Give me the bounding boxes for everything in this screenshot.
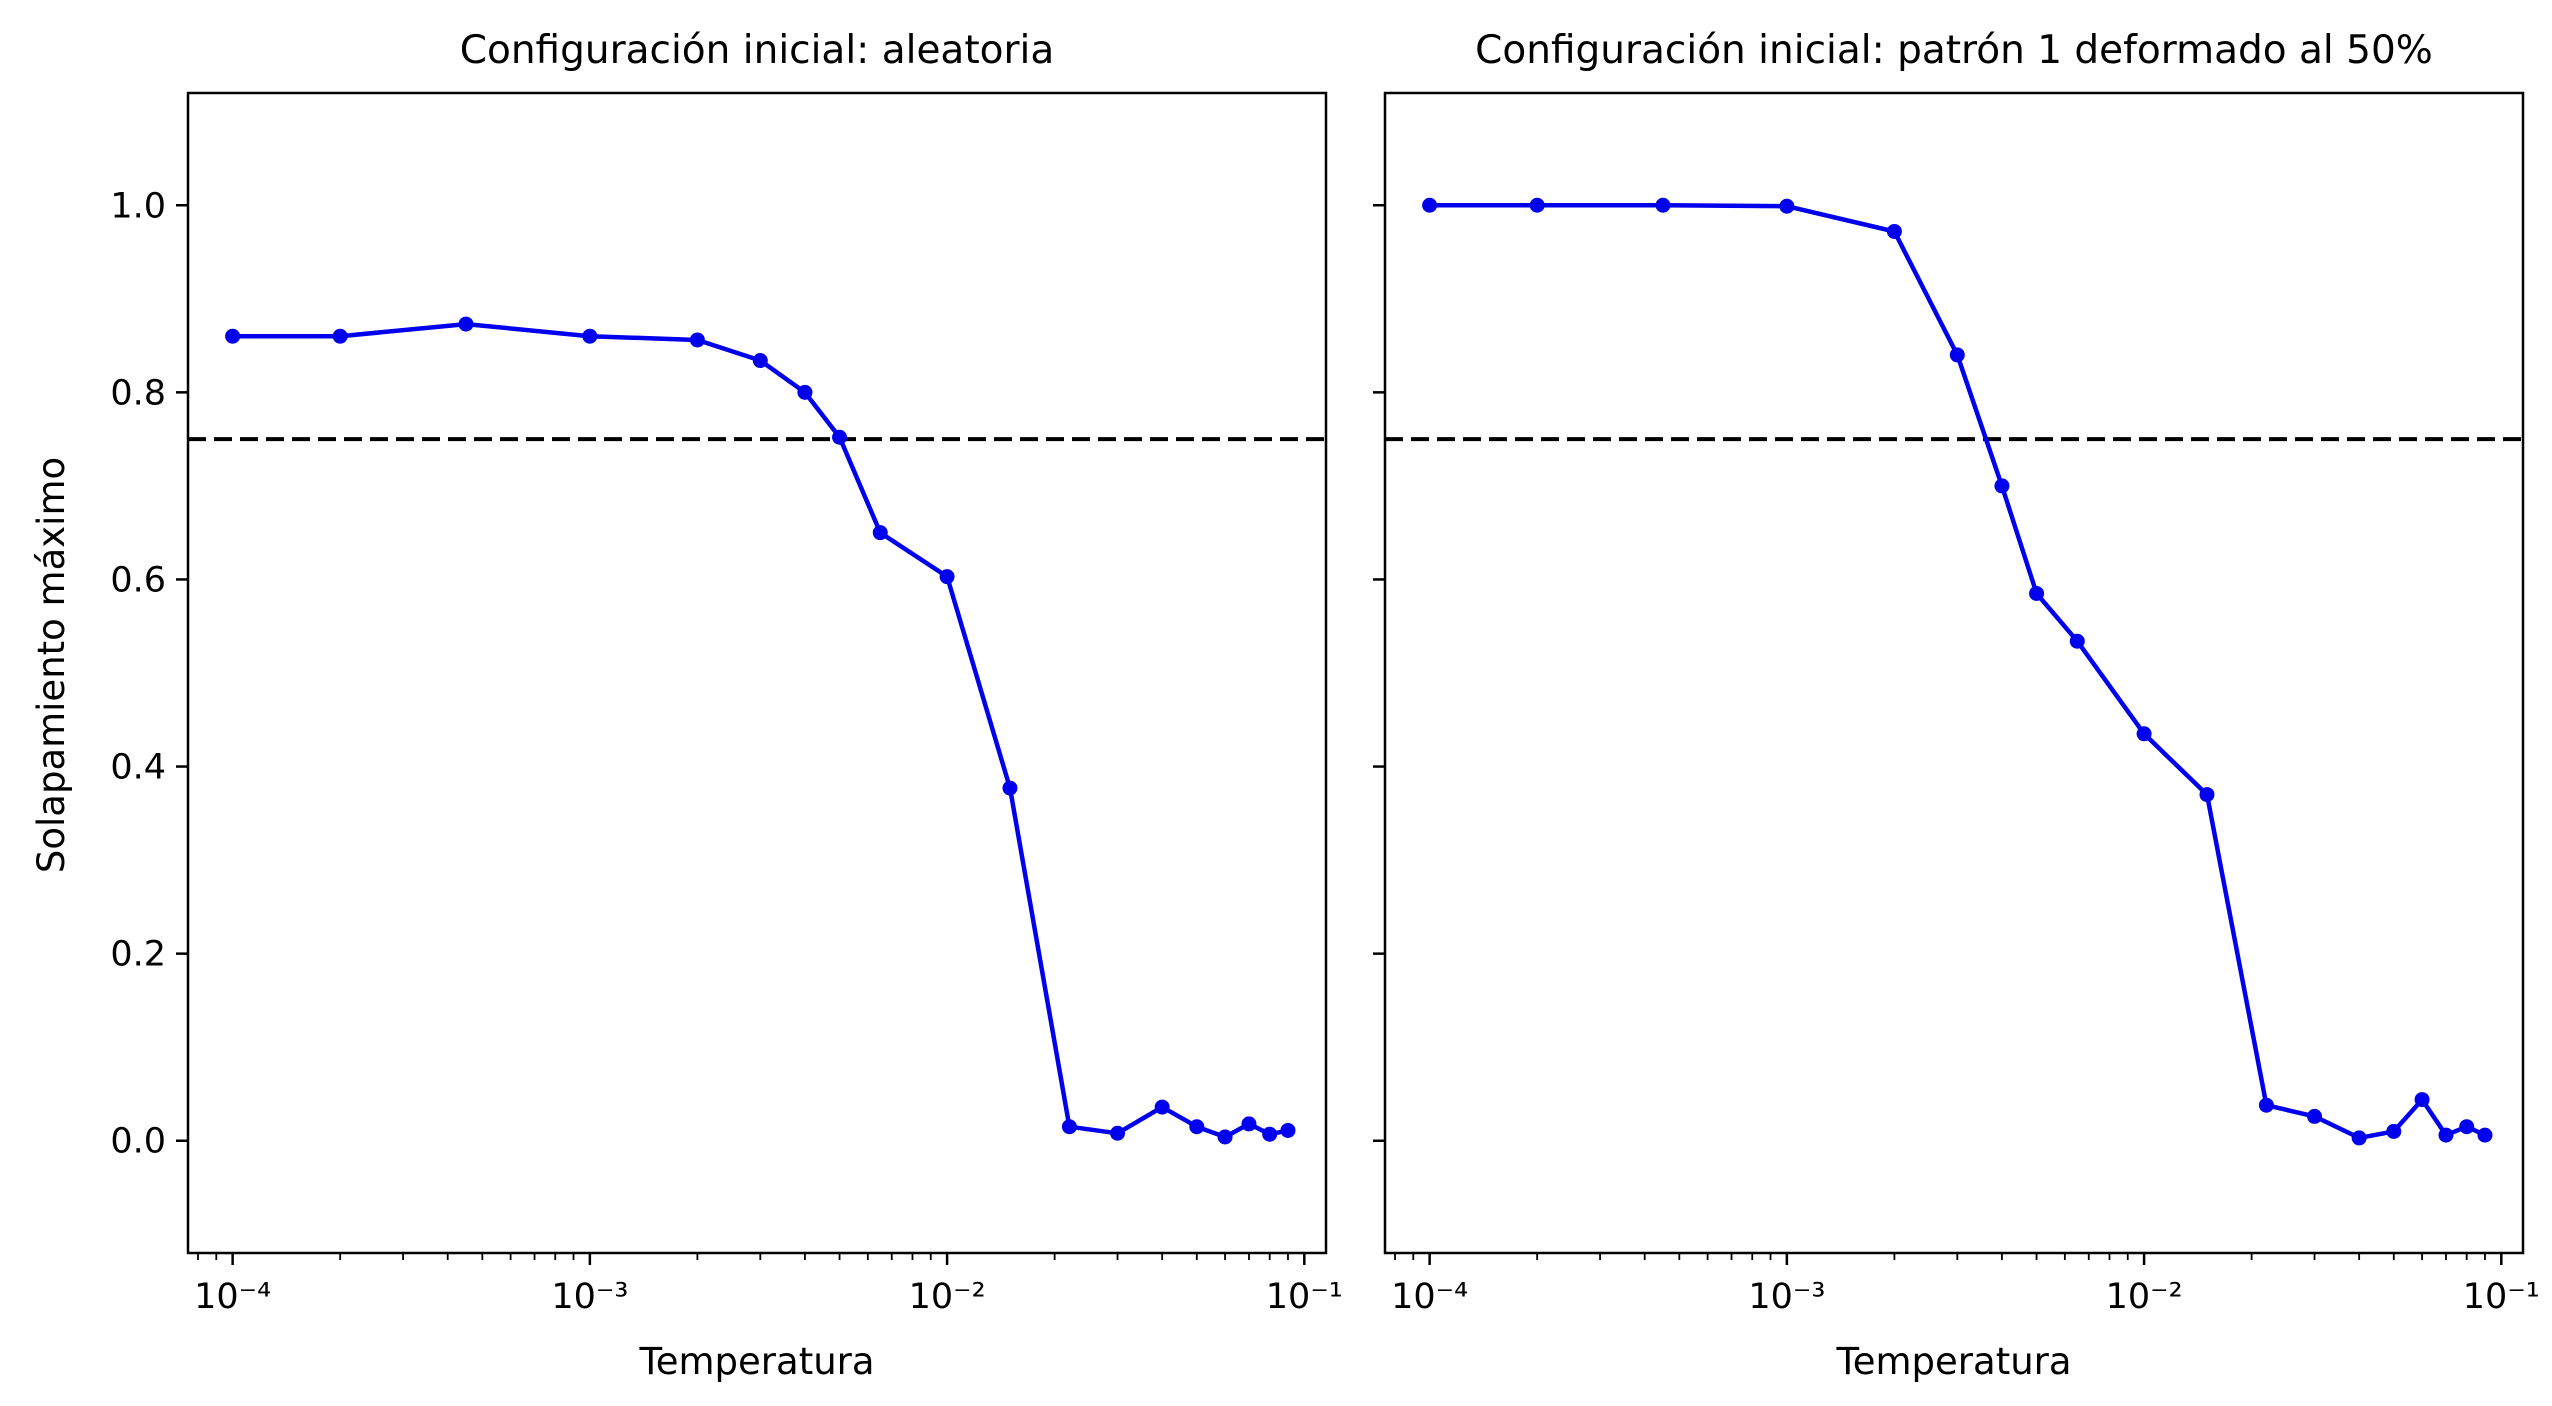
panel-left-data-point-17: [1262, 1126, 1278, 1142]
panel-right-xtick-label-1: 10⁻³: [1748, 1277, 1825, 1317]
panel-left-data-point-16: [1241, 1116, 1257, 1132]
panel-right-data-point-12: [2307, 1108, 2323, 1124]
panel-left-data-point-7: [832, 429, 848, 445]
panel-right-data-point-5: [1949, 347, 1965, 363]
panel-left-data-point-0: [225, 328, 241, 344]
panel-right-data-point-1: [1529, 197, 1545, 213]
panel-right-data-point-0: [1422, 197, 1438, 213]
panel-left-data-point-6: [797, 384, 813, 400]
panel-left-xtick-label-3: 10⁻¹: [1266, 1277, 1343, 1317]
panel-left-xtick-label-2: 10⁻²: [909, 1277, 986, 1317]
panel-right-data-point-7: [2029, 585, 2045, 601]
panel-left-xtick-label-1: 10⁻³: [551, 1277, 628, 1317]
panel-right-data-point-2: [1655, 197, 1671, 213]
panel-right-data-point-15: [2414, 1092, 2430, 1108]
panel-right-data-point-18: [2477, 1127, 2493, 1143]
panel-right-xtick-label-3: 10⁻¹: [2463, 1277, 2540, 1317]
panel-left-ytick-label-2: 0.4: [110, 748, 166, 788]
panel-right-data-point-10: [2199, 787, 2215, 803]
panel-left-data-point-2: [458, 316, 474, 332]
panel-right-xtick-label-0: 10⁻⁴: [1391, 1277, 1468, 1317]
panel-left-data-point-11: [1061, 1119, 1077, 1135]
panel-left-title: Configuración inicial: aleatoria: [460, 28, 1055, 73]
panel-left-plot: 0.0 0.2 0.4 0.6 0.8 1.0 10⁻⁴ 10⁻³ 10⁻² 10⁻¹: [110, 186, 1343, 1317]
panel-left-data-point-10: [1002, 780, 1018, 796]
panel-right-xtick-label-2: 10⁻²: [2106, 1277, 2183, 1317]
panel-left-xlabel: Temperatura: [638, 1340, 874, 1383]
panel-left-data-point-9: [939, 569, 955, 585]
panel-right-data-point-4: [1886, 223, 1902, 239]
panel-right-data-point-6: [1994, 478, 2010, 494]
panel-left-data-point-5: [752, 353, 768, 369]
panel-right-data-point-13: [2351, 1130, 2367, 1146]
panel-right-data-point-16: [2438, 1127, 2454, 1143]
panel-left: Configuración inicial: aleatoria Tempera…: [30, 28, 1343, 1383]
panel-left-data-point-13: [1154, 1099, 1170, 1115]
panel-left-data-point-15: [1217, 1129, 1233, 1145]
panel-right-data-point-3: [1779, 198, 1795, 214]
panel-right-data-point-17: [2459, 1119, 2475, 1135]
panel-left-frame: [186, 91, 1328, 1255]
panel-left-data-point-12: [1110, 1125, 1126, 1141]
panel-left-ytick-label-3: 0.6: [110, 560, 166, 600]
panel-right-title: Configuración inicial: patrón 1 deformad…: [1475, 28, 2433, 73]
panel-left-ytick-label-4: 0.8: [110, 373, 166, 413]
panel-left-ylabel: Solapamiento máximo: [30, 457, 73, 873]
panel-right: Configuración inicial: patrón 1 deformad…: [1373, 28, 2540, 1383]
panel-left-ytick-label-0: 0.0: [110, 1122, 166, 1162]
panel-left-data-point-4: [689, 332, 705, 348]
panel-right-data-point-11: [2258, 1097, 2274, 1113]
panel-right-data-point-8: [2069, 633, 2085, 649]
panel-left-ytick-label-1: 0.2: [110, 935, 166, 975]
panel-left-xtick-label-0: 10⁻⁴: [194, 1277, 271, 1317]
panel-left-ytick-label-5: 1.0: [110, 186, 166, 226]
panel-left-data-point-8: [872, 525, 888, 541]
panel-left-data-point-3: [582, 328, 598, 344]
panel-left-data-point-1: [332, 328, 348, 344]
panel-left-data-point-18: [1280, 1122, 1296, 1138]
panel-right-frame: [1383, 91, 2525, 1255]
panel-right-data-point-9: [2136, 726, 2152, 742]
panel-right-data-point-14: [2386, 1123, 2402, 1139]
panel-right-xlabel: Temperatura: [1835, 1340, 2071, 1383]
panel-left-data-point-14: [1189, 1119, 1205, 1135]
